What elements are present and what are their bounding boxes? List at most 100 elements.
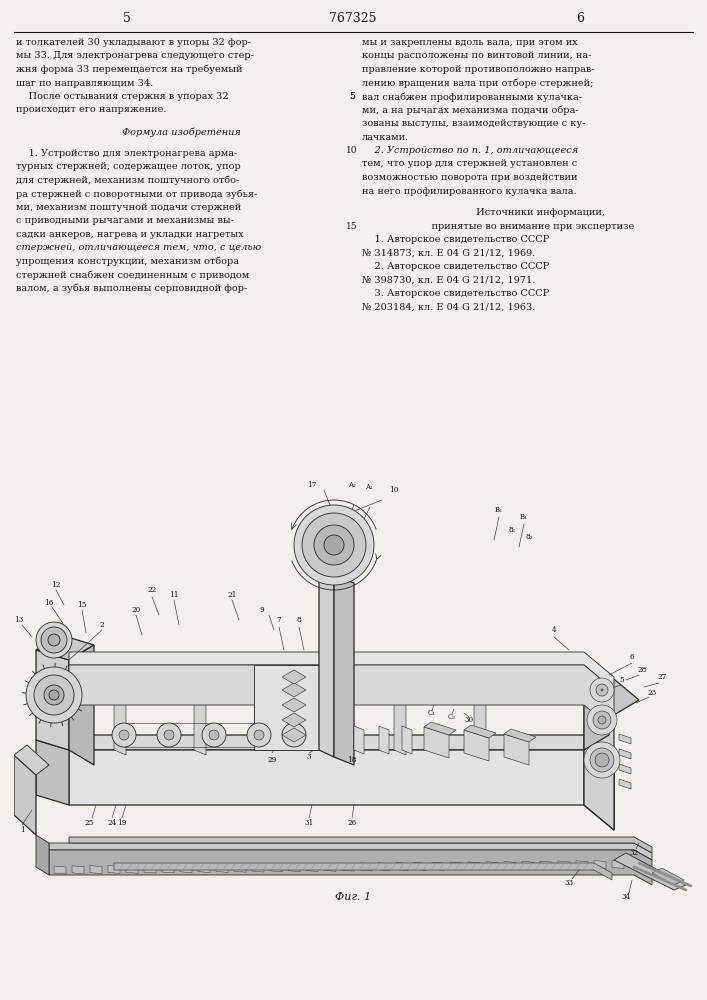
Polygon shape xyxy=(180,865,192,873)
Polygon shape xyxy=(594,861,606,869)
Circle shape xyxy=(119,730,129,740)
Text: лачками.: лачками. xyxy=(362,132,409,141)
Circle shape xyxy=(34,675,74,715)
Text: C₁: C₁ xyxy=(428,709,436,717)
Text: происходит его напряжение.: происходит его напряжение. xyxy=(16,105,167,114)
Text: упрощения конструкции, механизм отбора: упрощения конструкции, механизм отбора xyxy=(16,257,239,266)
Polygon shape xyxy=(584,690,614,830)
Text: 13: 13 xyxy=(14,616,23,624)
Polygon shape xyxy=(49,843,652,860)
Polygon shape xyxy=(414,862,426,870)
Circle shape xyxy=(36,622,72,658)
Polygon shape xyxy=(558,861,570,869)
Text: 8₁: 8₁ xyxy=(508,526,515,534)
Polygon shape xyxy=(584,675,609,750)
Polygon shape xyxy=(282,683,306,697)
Text: 4: 4 xyxy=(551,626,556,634)
Text: возможностью поворота при воздействии: возможностью поворота при воздействии xyxy=(362,173,578,182)
Circle shape xyxy=(587,705,617,735)
Text: 7: 7 xyxy=(276,616,281,624)
Polygon shape xyxy=(72,866,84,874)
Polygon shape xyxy=(69,652,614,690)
Polygon shape xyxy=(630,860,642,868)
Polygon shape xyxy=(334,575,354,765)
Text: № 398730, кл. Е 04 G 21/12, 1971.: № 398730, кл. Е 04 G 21/12, 1971. xyxy=(362,276,535,285)
Text: 12: 12 xyxy=(52,581,61,589)
Circle shape xyxy=(590,748,614,772)
Polygon shape xyxy=(306,863,318,871)
Polygon shape xyxy=(522,861,534,869)
Polygon shape xyxy=(114,863,612,880)
Polygon shape xyxy=(612,860,624,868)
Text: 6: 6 xyxy=(630,653,634,661)
Polygon shape xyxy=(288,864,300,872)
Polygon shape xyxy=(282,670,306,684)
Text: Формула изобретения: Формула изобретения xyxy=(122,127,240,137)
Text: 3. Авторское свидетельство СССР: 3. Авторское свидетельство СССР xyxy=(362,289,549,298)
Circle shape xyxy=(302,513,366,577)
Circle shape xyxy=(584,742,620,778)
Polygon shape xyxy=(282,713,306,727)
Circle shape xyxy=(598,716,606,724)
Text: 9: 9 xyxy=(259,606,264,614)
Polygon shape xyxy=(619,734,631,744)
Text: A₁: A₁ xyxy=(365,483,373,491)
Circle shape xyxy=(593,711,611,729)
Polygon shape xyxy=(69,665,614,730)
Polygon shape xyxy=(54,866,66,874)
Polygon shape xyxy=(474,665,486,755)
Polygon shape xyxy=(584,675,639,715)
Circle shape xyxy=(294,505,374,585)
Text: 15: 15 xyxy=(346,222,358,231)
Text: 2: 2 xyxy=(100,621,105,629)
Text: 21: 21 xyxy=(228,591,237,599)
Text: После остывания стержня в упорах 32: После остывания стержня в упорах 32 xyxy=(16,92,228,101)
Polygon shape xyxy=(432,862,444,870)
Polygon shape xyxy=(424,727,449,758)
Text: стержней снабжен соединенным с приводом: стержней снабжен соединенным с приводом xyxy=(16,270,250,280)
Polygon shape xyxy=(652,868,684,885)
Text: 29: 29 xyxy=(267,756,276,764)
Polygon shape xyxy=(619,764,631,774)
Circle shape xyxy=(26,667,82,723)
Text: принятые во внимание при экспертизе: принятые во внимание при экспертизе xyxy=(419,222,635,231)
Text: 23: 23 xyxy=(648,689,657,697)
Circle shape xyxy=(314,525,354,565)
Polygon shape xyxy=(198,865,210,873)
Circle shape xyxy=(289,730,299,740)
Polygon shape xyxy=(540,861,552,869)
Polygon shape xyxy=(394,665,406,755)
Circle shape xyxy=(48,634,60,646)
Polygon shape xyxy=(486,862,498,870)
Text: 2. Устройство по п. 1, отличающееся: 2. Устройство по п. 1, отличающееся xyxy=(362,146,578,155)
Polygon shape xyxy=(450,862,462,870)
Text: Источники информации,: Источники информации, xyxy=(448,208,605,217)
Text: 34: 34 xyxy=(621,893,631,901)
Circle shape xyxy=(254,730,264,740)
Text: № 203184, кл. Е 04 G 21/12, 1963.: № 203184, кл. Е 04 G 21/12, 1963. xyxy=(362,303,535,312)
Polygon shape xyxy=(194,665,206,755)
Polygon shape xyxy=(504,861,516,869)
Circle shape xyxy=(247,723,271,747)
Text: 24: 24 xyxy=(107,819,117,827)
Polygon shape xyxy=(619,779,631,789)
Polygon shape xyxy=(69,645,94,765)
Text: 11: 11 xyxy=(169,591,179,599)
Circle shape xyxy=(596,684,608,696)
Text: 19: 19 xyxy=(117,819,127,827)
Circle shape xyxy=(157,723,181,747)
Polygon shape xyxy=(252,864,264,872)
Text: A₂: A₂ xyxy=(348,481,356,489)
Polygon shape xyxy=(69,735,614,775)
Text: ми, а на рычагах механизма подачи обра-: ми, а на рычагах механизма подачи обра- xyxy=(362,105,578,115)
Polygon shape xyxy=(379,726,389,754)
Text: правление которой противоположно направ-: правление которой противоположно направ- xyxy=(362,65,595,74)
Text: 27: 27 xyxy=(658,673,667,681)
Circle shape xyxy=(202,723,226,747)
Text: вал снабжен профилированными кулачка-: вал снабжен профилированными кулачка- xyxy=(362,92,582,102)
Polygon shape xyxy=(14,745,49,775)
Polygon shape xyxy=(282,728,306,742)
Polygon shape xyxy=(464,730,489,761)
Polygon shape xyxy=(114,665,126,755)
Text: 767325: 767325 xyxy=(329,12,377,25)
